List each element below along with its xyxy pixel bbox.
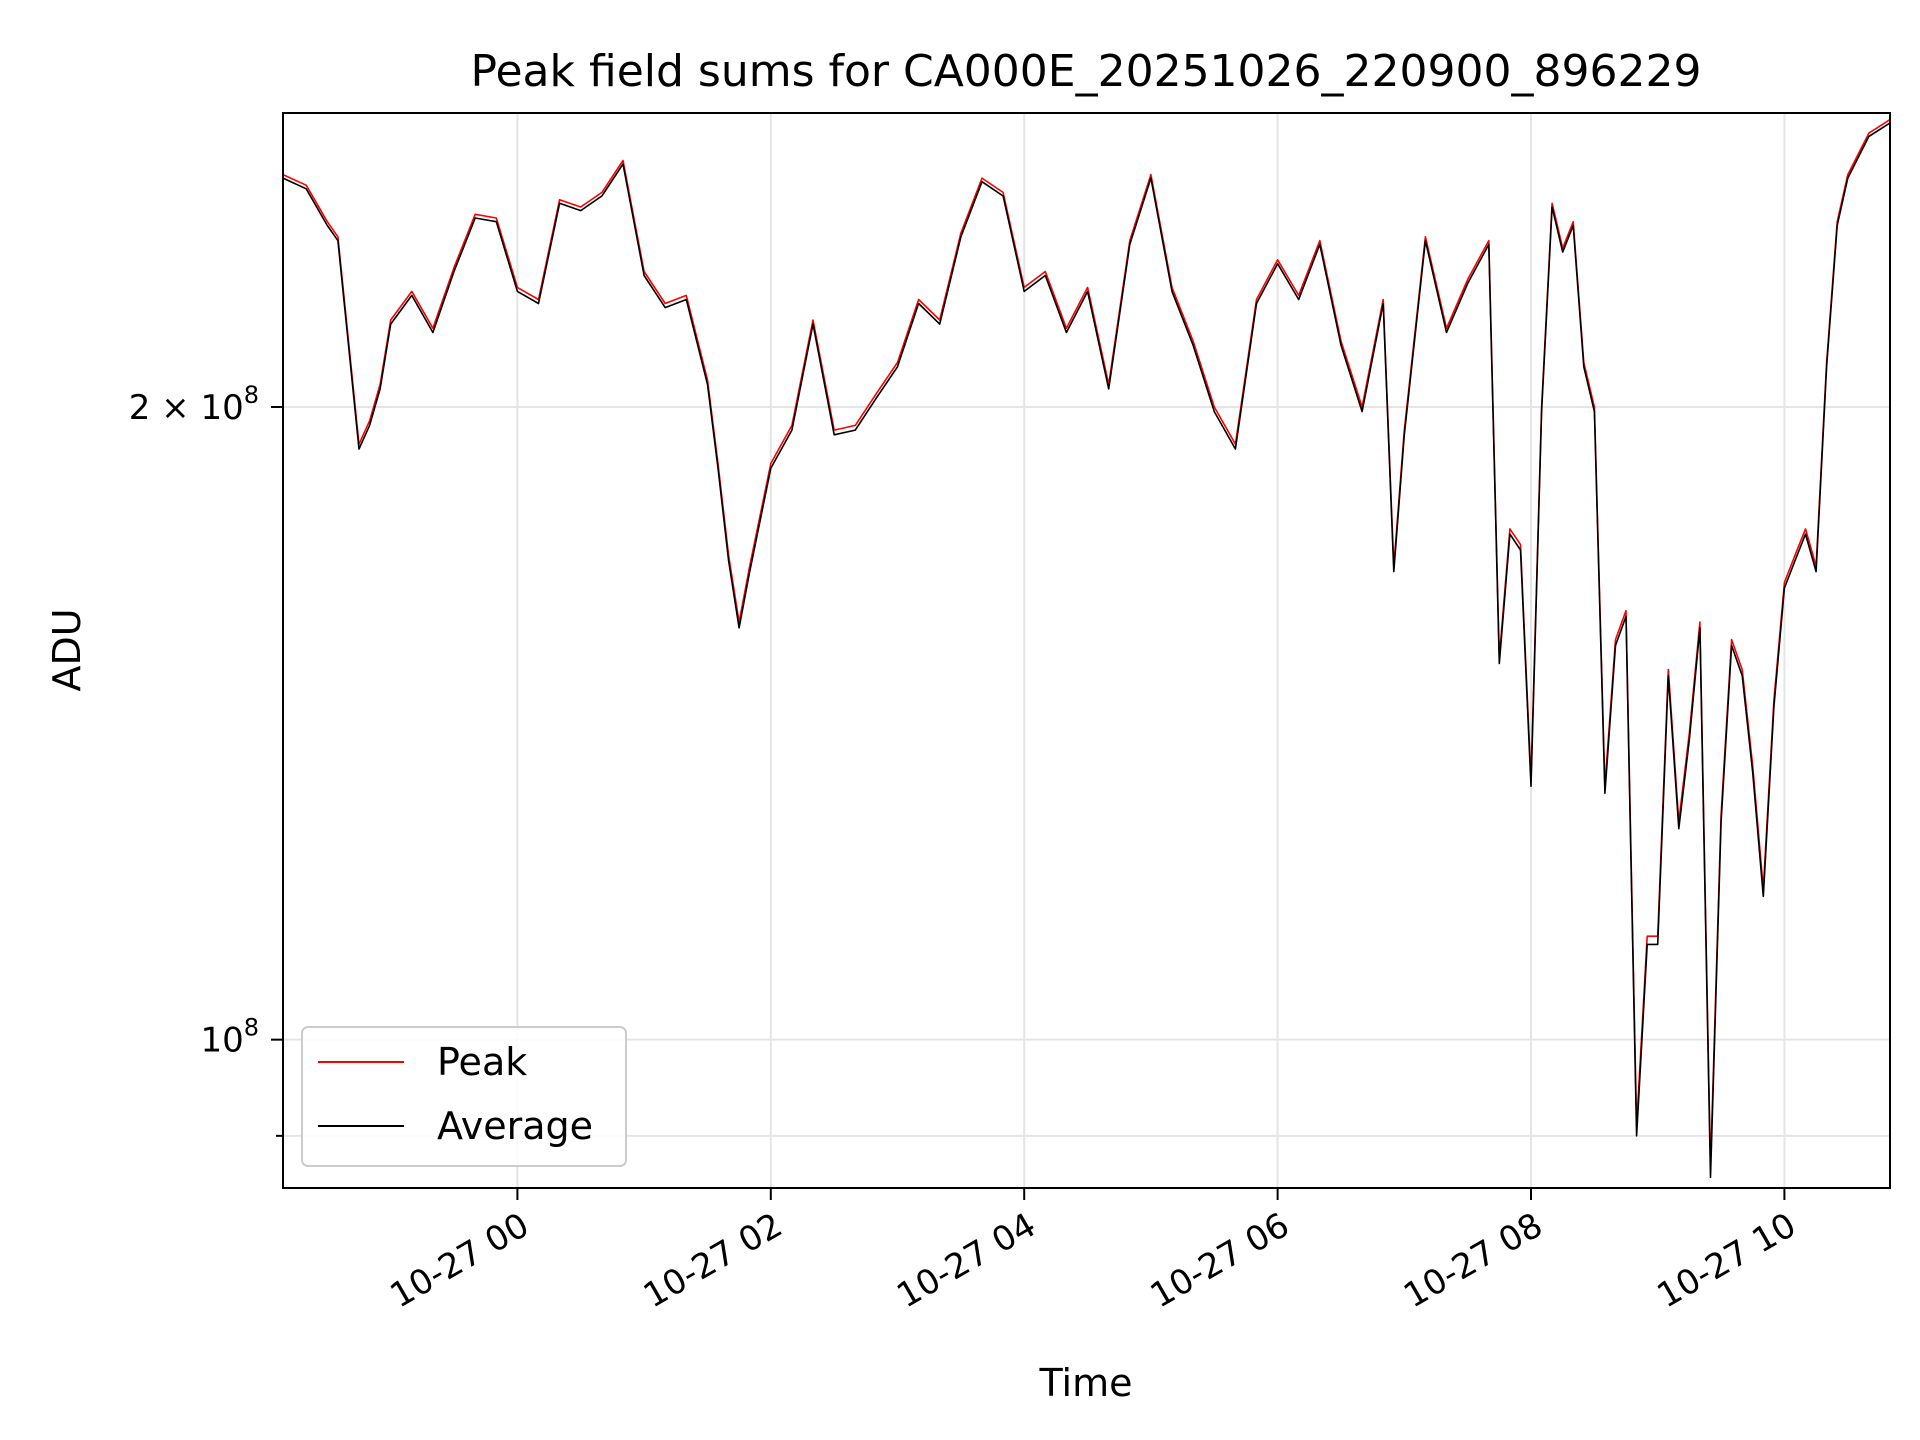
legend-peak-label: Peak	[437, 1040, 527, 1084]
plot-frame	[282, 112, 1891, 1189]
legend: Peak Average	[301, 1026, 627, 1167]
chart-title: Peak field sums for CA000E_20251026_2209…	[471, 46, 1702, 97]
y-tick-label: 2 × 108	[129, 381, 259, 428]
y-tick-exponent: 8	[244, 381, 259, 409]
y-tick-mantissa: 2 ×	[129, 388, 201, 428]
y-tick-exponent: 8	[244, 1014, 259, 1042]
legend-average-label: Average	[437, 1104, 593, 1148]
y-tick-label: 108	[200, 1014, 259, 1061]
x-axis-label: Time	[1039, 1361, 1133, 1405]
y-tick-base: 10	[200, 388, 243, 428]
y-tick-base: 10	[200, 1021, 243, 1061]
y-axis-label: ADU	[45, 608, 89, 691]
series-layer	[282, 118, 1891, 1179]
series-line-average	[282, 122, 1891, 1179]
